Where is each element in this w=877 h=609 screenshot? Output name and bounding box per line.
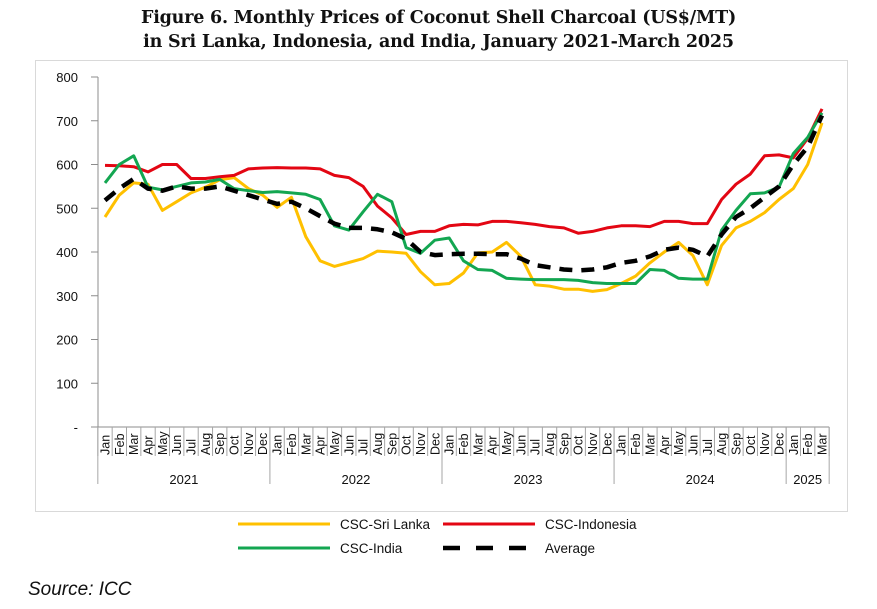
x-year-label: 2022 bbox=[341, 472, 370, 487]
y-tick-label: 200 bbox=[56, 333, 78, 348]
x-month-label: Oct bbox=[572, 435, 586, 455]
x-month-label: Jul bbox=[701, 439, 715, 455]
legend-item: CSC-Sri Lanka bbox=[238, 517, 431, 532]
y-tick-label: 700 bbox=[56, 114, 78, 129]
x-month-label: Sep bbox=[729, 433, 743, 455]
legend-label: Average bbox=[545, 541, 595, 556]
x-month-label: Jan bbox=[271, 435, 285, 455]
y-tick-label: 400 bbox=[56, 245, 78, 260]
x-month-label: Oct bbox=[744, 435, 758, 455]
x-month-label: Mar bbox=[299, 433, 313, 455]
x-month-label: Apr bbox=[314, 436, 328, 455]
x-month-label: Sep bbox=[213, 433, 227, 455]
x-month-label: Dec bbox=[428, 433, 442, 455]
x-month-label: Mar bbox=[471, 433, 485, 455]
x-month-label: Jun bbox=[342, 435, 356, 455]
y-tick-label: 300 bbox=[56, 289, 78, 304]
x-month-label: Jan bbox=[443, 435, 457, 455]
series-line-csc-indonesia bbox=[104, 108, 824, 236]
x-month-label: May bbox=[156, 431, 170, 455]
x-month-label: Nov bbox=[414, 432, 428, 455]
x-month-label: Dec bbox=[256, 433, 270, 455]
x-month-label: Jun bbox=[514, 435, 528, 455]
x-month-label: Jun bbox=[170, 435, 184, 455]
x-month-label: Feb bbox=[457, 433, 471, 455]
chart-title: Figure 6. Monthly Prices of Coconut Shel… bbox=[0, 6, 877, 54]
x-month-label: Apr bbox=[658, 436, 672, 455]
legend-item: CSC-Indonesia bbox=[443, 517, 637, 532]
x-year-label: 2024 bbox=[686, 472, 715, 487]
legend-label: CSC-Sri Lanka bbox=[340, 517, 431, 532]
series-line-average bbox=[103, 114, 825, 273]
x-year-label: 2021 bbox=[169, 472, 198, 487]
x-month-label: Jan bbox=[99, 435, 113, 455]
legend-item: CSC-India bbox=[238, 541, 403, 556]
x-month-label: May bbox=[328, 431, 342, 455]
legend: CSC-Sri Lanka CSC-Indonesia CSC-India Avera… bbox=[238, 517, 637, 556]
x-month-label: Jul bbox=[185, 439, 199, 455]
y-tick-label: 500 bbox=[56, 201, 78, 216]
x-month-label: Jan bbox=[615, 435, 629, 455]
x-axis: Jan Feb Mar Apr May Jun Jul Aug Sep Oct Nov Dec Jan F… bbox=[91, 426, 830, 487]
y-tick-label: - bbox=[74, 420, 78, 435]
x-month-label: Mar bbox=[643, 433, 657, 455]
x-month-label: Oct bbox=[228, 435, 242, 455]
x-month-label: Aug bbox=[543, 433, 557, 455]
x-month-label: Jan bbox=[787, 435, 801, 455]
legend-item: Average bbox=[443, 541, 595, 556]
x-year-label: 2025 bbox=[793, 472, 822, 487]
chart-title-line-2: in Sri Lanka, Indonesia, and India, Janu… bbox=[143, 32, 734, 52]
y-tick-label: 100 bbox=[56, 376, 78, 391]
x-month-label: May bbox=[672, 431, 686, 455]
x-month-label: May bbox=[500, 431, 514, 455]
x-month-label: Oct bbox=[400, 435, 414, 455]
series-layer bbox=[103, 108, 825, 293]
x-month-label: Sep bbox=[385, 433, 399, 455]
x-month-label: Nov bbox=[586, 432, 600, 455]
x-month-label: Dec bbox=[772, 433, 786, 455]
x-month-label: Sep bbox=[557, 433, 571, 455]
chart-frame bbox=[35, 60, 848, 512]
series-line-csc-sri-lanka bbox=[103, 122, 824, 293]
x-month-label: Jul bbox=[529, 439, 543, 455]
x-month-label: Jul bbox=[357, 439, 371, 455]
source-note: Source: ICC bbox=[28, 579, 132, 600]
chart-title-line-1: Figure 6. Monthly Prices of Coconut Shel… bbox=[140, 8, 737, 28]
x-month-label: Dec bbox=[600, 433, 614, 455]
x-month-label: Feb bbox=[801, 433, 815, 455]
x-month-label: Aug bbox=[371, 433, 385, 455]
x-month-label: Apr bbox=[142, 436, 156, 455]
x-month-label: Aug bbox=[199, 433, 213, 455]
legend-label: CSC-Indonesia bbox=[545, 517, 637, 532]
legend-label: CSC-India bbox=[340, 541, 403, 556]
x-month-label: Nov bbox=[242, 432, 256, 455]
x-month-label: Aug bbox=[715, 433, 729, 455]
x-month-label: Nov bbox=[758, 432, 772, 455]
y-axis: - 100 200 300 400 500 600 700 800 bbox=[56, 70, 99, 435]
y-tick-label: 600 bbox=[56, 158, 78, 173]
x-month-label: Jun bbox=[686, 435, 700, 455]
y-tick-label: 800 bbox=[56, 70, 78, 85]
series-line-csc-india bbox=[103, 112, 824, 285]
x-month-label: Mar bbox=[127, 433, 141, 455]
x-month-label: Mar bbox=[816, 433, 830, 455]
x-month-label: Apr bbox=[486, 436, 500, 455]
x-year-label: 2023 bbox=[514, 472, 543, 487]
x-month-label: Feb bbox=[113, 433, 127, 455]
x-month-label: Feb bbox=[629, 433, 643, 455]
x-month-label: Feb bbox=[285, 433, 299, 455]
